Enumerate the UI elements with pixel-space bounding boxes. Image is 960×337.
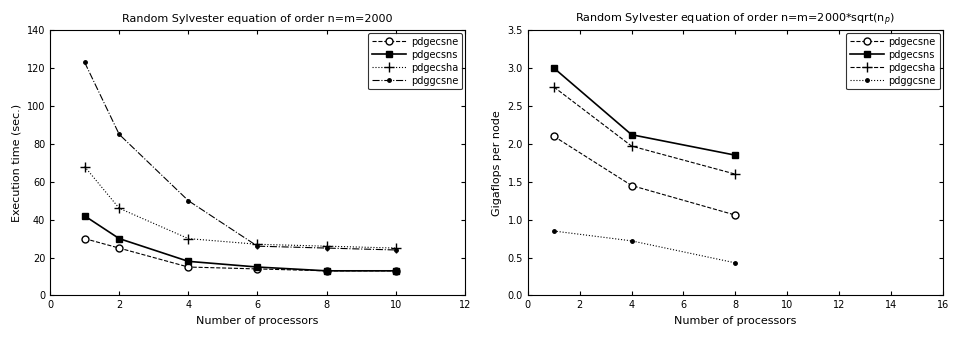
pdgecsne (79, 237, 90, 241)
pdgecsha (113, 206, 125, 210)
pdggcsne (548, 229, 560, 233)
pdgecsha (182, 237, 194, 241)
pdgecsne (321, 269, 332, 273)
X-axis label: Number of processors: Number of processors (196, 316, 319, 326)
Title: Random Sylvester equation of order n=m=2000: Random Sylvester equation of order n=m=2… (122, 14, 393, 24)
Y-axis label: Gigaflops per node: Gigaflops per node (492, 110, 502, 216)
pdgecsne (626, 183, 637, 187)
Legend: pdgecsne, pdgecsns, pdgecsha, pdggcsne: pdgecsne, pdgecsns, pdgecsha, pdggcsne (846, 33, 940, 90)
pdgecsha (730, 172, 741, 176)
pdgecsns (390, 269, 401, 273)
pdgecsha (79, 164, 90, 168)
pdgecsha (390, 246, 401, 250)
pdgecsns (79, 214, 90, 218)
pdggcsne (626, 239, 637, 243)
Line: pdgecsha: pdgecsha (80, 162, 400, 253)
pdggcsne (182, 198, 194, 203)
pdggcsne (730, 261, 741, 265)
pdgecsns (730, 153, 741, 157)
Legend: pdgecsne, pdgecsns, pdgecsha, pdggcsne: pdgecsne, pdgecsns, pdgecsha, pdggcsne (368, 33, 462, 90)
Line: pdggcsne: pdggcsne (82, 59, 399, 253)
Line: pdgecsns: pdgecsns (550, 64, 739, 159)
Line: pdgecsha: pdgecsha (549, 82, 740, 179)
pdgecsha (626, 144, 637, 148)
pdgecsha (321, 244, 332, 248)
pdgecsns (626, 133, 637, 137)
pdgecsne (548, 134, 560, 138)
pdgecsns (321, 269, 332, 273)
pdgecsha (548, 85, 560, 89)
pdggcsne (252, 244, 263, 248)
pdggcsne (390, 248, 401, 252)
pdgecsns (548, 66, 560, 70)
X-axis label: Number of processors: Number of processors (674, 316, 797, 326)
Y-axis label: Execution time (sec.): Execution time (sec.) (12, 104, 21, 222)
pdgecsns (252, 265, 263, 269)
pdggcsne (113, 132, 125, 136)
pdgecsns (113, 237, 125, 241)
Line: pdgecsns: pdgecsns (82, 212, 399, 274)
Line: pdgecsne: pdgecsne (550, 133, 739, 219)
pdgecsha (252, 242, 263, 246)
Line: pdggcsne: pdggcsne (550, 227, 739, 266)
pdggcsne (79, 60, 90, 64)
pdgecsns (182, 259, 194, 264)
pdgecsne (252, 267, 263, 271)
pdgecsne (182, 265, 194, 269)
Line: pdgecsne: pdgecsne (82, 235, 399, 274)
pdgecsne (730, 213, 741, 217)
pdgecsne (390, 269, 401, 273)
pdggcsne (321, 246, 332, 250)
pdgecsne (113, 246, 125, 250)
Title: Random Sylvester equation of order n=m=2000*sqrt(n$_p$): Random Sylvester equation of order n=m=2… (575, 11, 895, 28)
